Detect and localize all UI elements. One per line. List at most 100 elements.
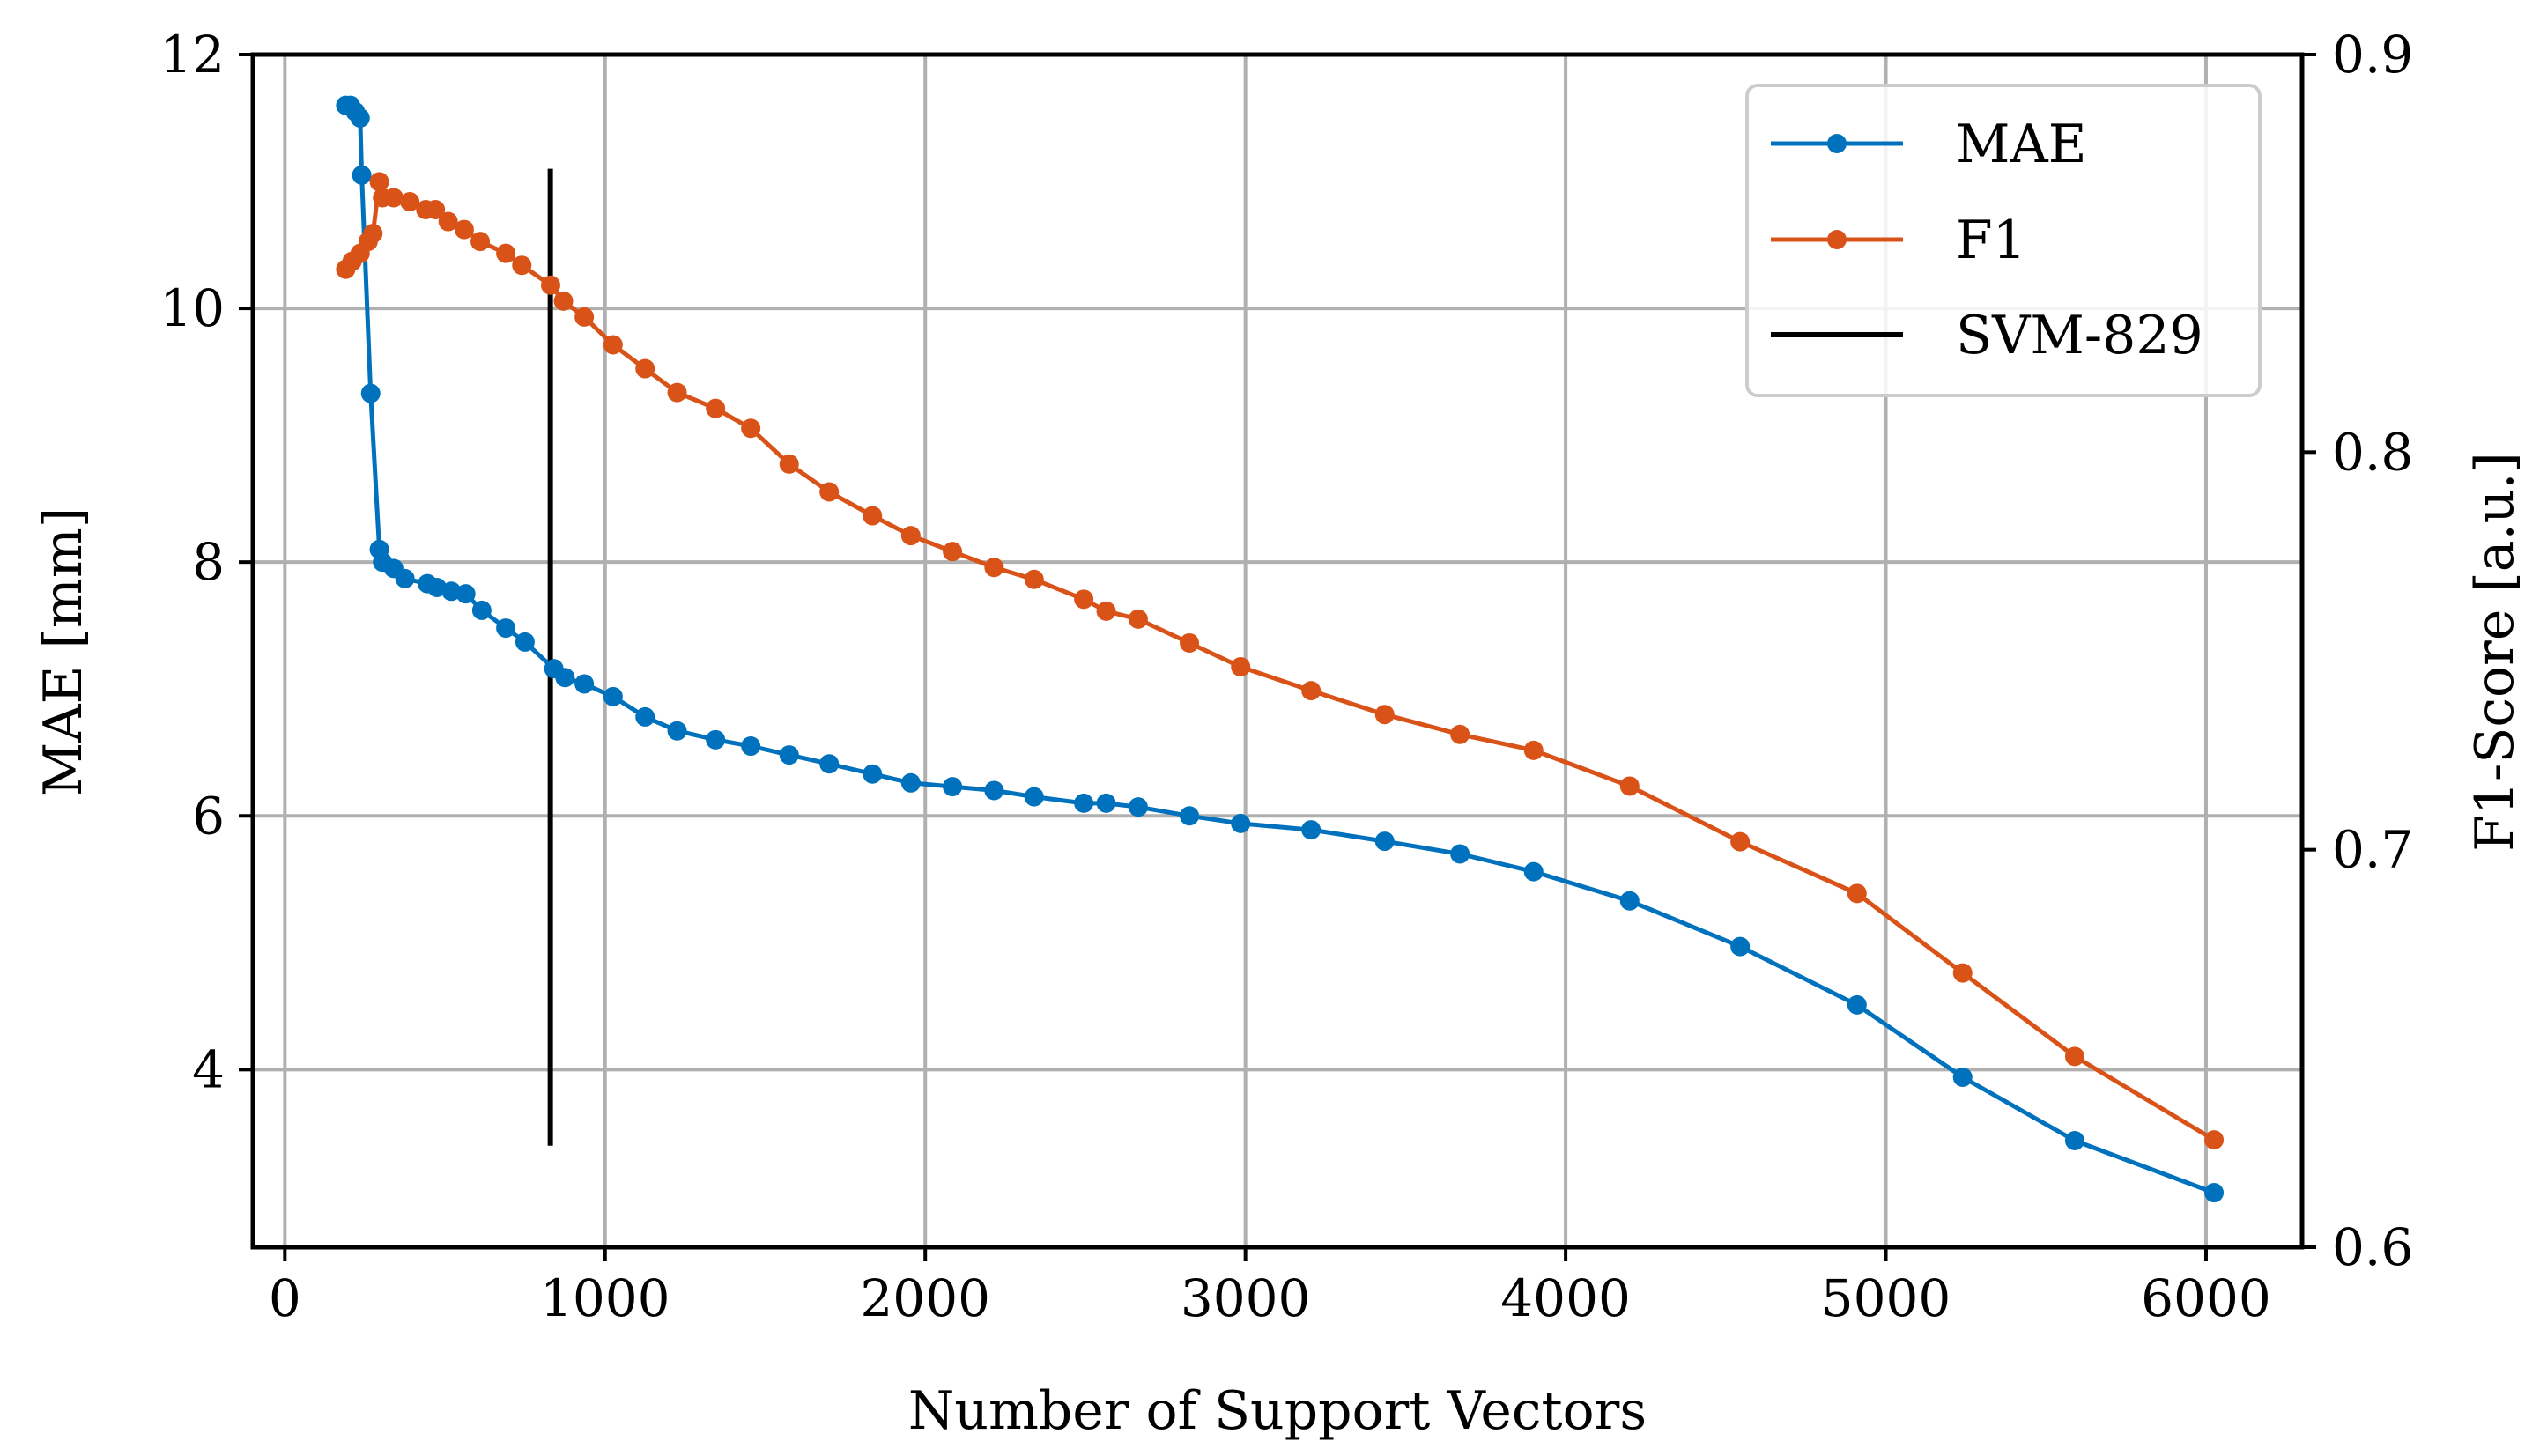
f1-data-point xyxy=(2204,1130,2225,1150)
mae-data-point xyxy=(1450,844,1470,864)
mae-data-point xyxy=(984,780,1004,801)
f1-data-point xyxy=(496,243,516,263)
y2-tick-label: 0.7 xyxy=(2332,820,2413,880)
mae-data-point xyxy=(1619,891,1640,911)
mae-data-point xyxy=(819,754,840,774)
mae-data-point xyxy=(1231,813,1251,833)
mae-data-point xyxy=(2204,1183,2225,1203)
f1-data-point xyxy=(1523,740,1544,760)
y2-tick-label: 0.9 xyxy=(2332,25,2413,85)
mae-data-point xyxy=(2064,1131,2084,1151)
x-tick-label: 0 xyxy=(269,1268,301,1328)
legend-mae-marker xyxy=(1827,134,1847,153)
ticks: 0 1000 2000 3000 4000 5000 6000 4 6 8 10 12 0.6 0.7 0.… xyxy=(159,25,2413,1328)
legend-box xyxy=(1745,84,2262,397)
mae-data-point xyxy=(1730,936,1751,957)
f1-data-point xyxy=(426,200,446,220)
f1-data-point xyxy=(383,188,404,208)
f1-data-point xyxy=(400,191,420,211)
legend-f1-label: F1 xyxy=(1956,210,2026,271)
f1-data-point xyxy=(1952,963,1973,983)
y2-tick-label: 0.8 xyxy=(2332,422,2413,482)
mae-data-point xyxy=(496,618,516,639)
f1-data-point xyxy=(900,526,921,546)
f1-data-point xyxy=(984,558,1004,578)
x-tick-label: 2000 xyxy=(860,1268,990,1328)
f1-data-point xyxy=(1450,724,1470,744)
f1-data-point xyxy=(706,398,726,418)
f1-data-point xyxy=(574,307,595,327)
y-axis-label: MAE [mm] xyxy=(33,507,94,796)
mae-data-point xyxy=(471,600,492,620)
mae-data-point xyxy=(1952,1067,1973,1087)
f1-data-point xyxy=(1847,883,1867,904)
mae-data-point xyxy=(1847,994,1867,1015)
f1-data-point xyxy=(1730,831,1751,852)
f1-data-point xyxy=(1180,632,1200,653)
mae-data-point xyxy=(900,772,921,793)
x-tick-label: 3000 xyxy=(1181,1268,1311,1328)
mae-data-point xyxy=(706,729,726,750)
f1-data-point xyxy=(779,454,799,474)
f1-data-point xyxy=(1301,681,1322,701)
f1-data-point xyxy=(454,219,474,240)
plot-frame xyxy=(250,52,2305,1250)
f1-data-point xyxy=(1096,601,1116,621)
f1-data-point xyxy=(363,224,383,244)
y2-axis-label: F1-Score [a.u.] xyxy=(2464,452,2526,852)
f1-data-point xyxy=(943,542,963,562)
f1-data-point xyxy=(863,506,883,526)
mae-data-point xyxy=(574,674,595,694)
mae-data-point xyxy=(635,706,655,727)
f1-data-point xyxy=(1231,657,1251,677)
mae-data-point xyxy=(350,108,370,129)
legend-f1-marker xyxy=(1827,230,1847,249)
x-tick-label: 4000 xyxy=(1500,1268,1631,1328)
series-layer xyxy=(336,95,2225,1203)
f1-data-point xyxy=(741,418,761,439)
f1-data-point xyxy=(1024,569,1044,589)
mae-data-point xyxy=(555,668,575,688)
f1-data-point xyxy=(667,382,687,403)
mae-data-point xyxy=(943,777,963,797)
f1-data-point xyxy=(470,232,491,252)
mae-data-point xyxy=(1180,806,1200,826)
y2-tick-label: 0.6 xyxy=(2332,1217,2413,1277)
mae-data-point xyxy=(1024,787,1044,807)
mae-data-point xyxy=(863,764,883,784)
f1-data-point xyxy=(1619,776,1640,796)
mae-data-point xyxy=(741,736,761,757)
mae-data-point xyxy=(667,721,687,741)
y-tick-label: 8 xyxy=(192,532,225,592)
mae-data-point xyxy=(515,632,535,652)
f1-data-point xyxy=(1074,589,1094,610)
x-axis-label: Number of Support Vectors xyxy=(908,1380,1647,1442)
y-tick-label: 12 xyxy=(159,25,225,85)
legend-mae-label: MAE xyxy=(1956,114,2087,175)
f1-data-point xyxy=(540,275,560,295)
mae-data-point xyxy=(395,568,415,588)
mae-data-point xyxy=(455,584,476,604)
f1-data-point xyxy=(635,358,655,379)
f1-data-point xyxy=(1128,609,1148,629)
mae-data-point xyxy=(1301,820,1322,840)
legend: MAE F1 SVM-829 xyxy=(1745,84,2262,397)
f1-data-point xyxy=(1374,705,1395,725)
legend-svm-label: SVM-829 xyxy=(1956,305,2203,366)
mae-data-point xyxy=(603,686,623,706)
x-tick-label: 1000 xyxy=(540,1268,670,1328)
y-tick-label: 10 xyxy=(159,278,225,338)
f1-data-point xyxy=(512,255,532,276)
f1-data-point xyxy=(603,335,623,355)
mae-data-point xyxy=(1128,797,1148,817)
mae-data-point xyxy=(1096,793,1116,813)
f1-data-point xyxy=(438,211,458,232)
f1-data-point xyxy=(369,172,389,192)
f1-data-point xyxy=(819,482,840,502)
mae-data-point xyxy=(1074,793,1094,813)
f1-data-point xyxy=(553,291,574,311)
mae-data-point xyxy=(352,165,372,185)
x-tick-label: 5000 xyxy=(1821,1268,1951,1328)
mae-data-point xyxy=(441,581,462,602)
